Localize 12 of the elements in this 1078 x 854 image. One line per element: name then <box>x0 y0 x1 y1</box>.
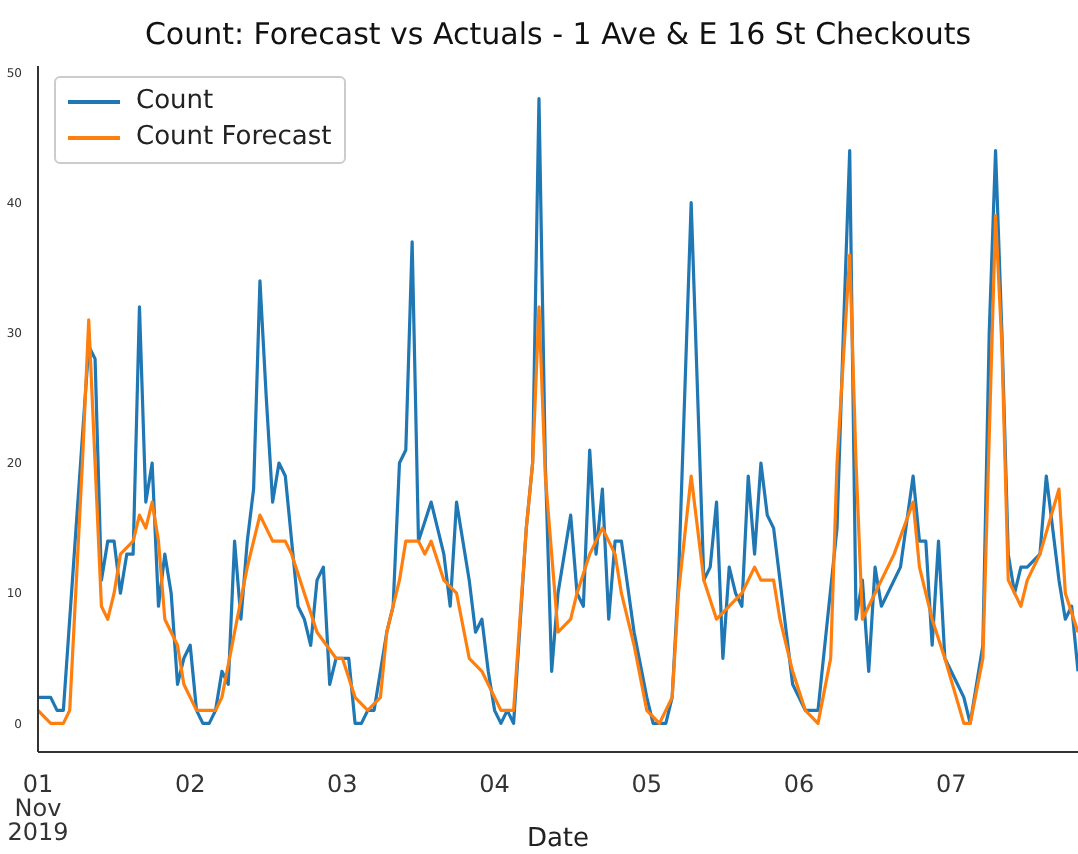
x-tick-label: 02 <box>174 770 206 798</box>
x-tick-label: 05 <box>631 770 663 798</box>
legend-label: Count <box>136 84 214 120</box>
x-axis-title: Date <box>526 824 590 854</box>
x-tick-label: 06 <box>783 770 815 798</box>
x-tick-label: 07 <box>935 770 967 798</box>
line-series <box>38 214 1078 725</box>
x-tick-label: 03 <box>327 770 358 798</box>
x-tick-label: 01 Nov 2019 <box>7 770 69 846</box>
chart-title: Count: Forecast vs Actuals - 1 Ave & E 16 St Checkouts <box>142 16 974 52</box>
legend-label: Count Forecast <box>136 120 332 156</box>
x-tick-label: 04 <box>479 770 510 798</box>
